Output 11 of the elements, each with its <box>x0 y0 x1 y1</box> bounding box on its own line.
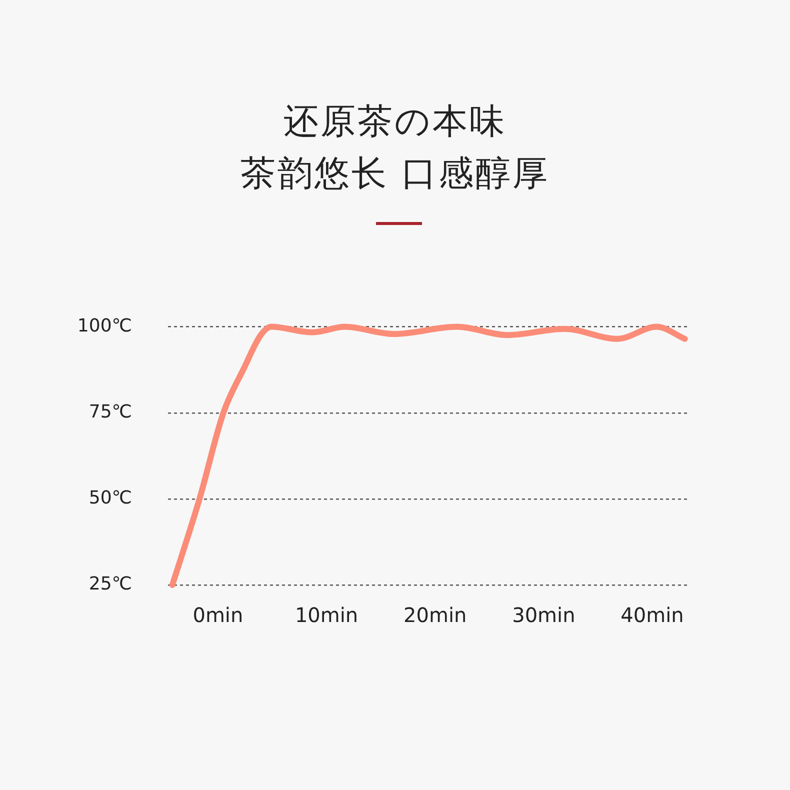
x-tick-label: 30min <box>512 603 576 628</box>
y-tick-label: 25℃ <box>88 574 132 595</box>
x-tick-label: 40min <box>620 603 684 628</box>
x-tick-label: 20min <box>404 603 467 628</box>
x-tick-label: 10min <box>294 603 358 628</box>
y-tick-label: 100℃ <box>77 315 132 336</box>
chart-subtitle: 茶韵悠长 口感醇厚 <box>239 153 551 196</box>
x-tick-label: 0min <box>192 603 244 628</box>
chart-title: 还原茶の本味 <box>282 101 508 144</box>
y-tick-label: 50℃ <box>88 488 132 509</box>
y-tick-label: 75℃ <box>88 402 132 423</box>
